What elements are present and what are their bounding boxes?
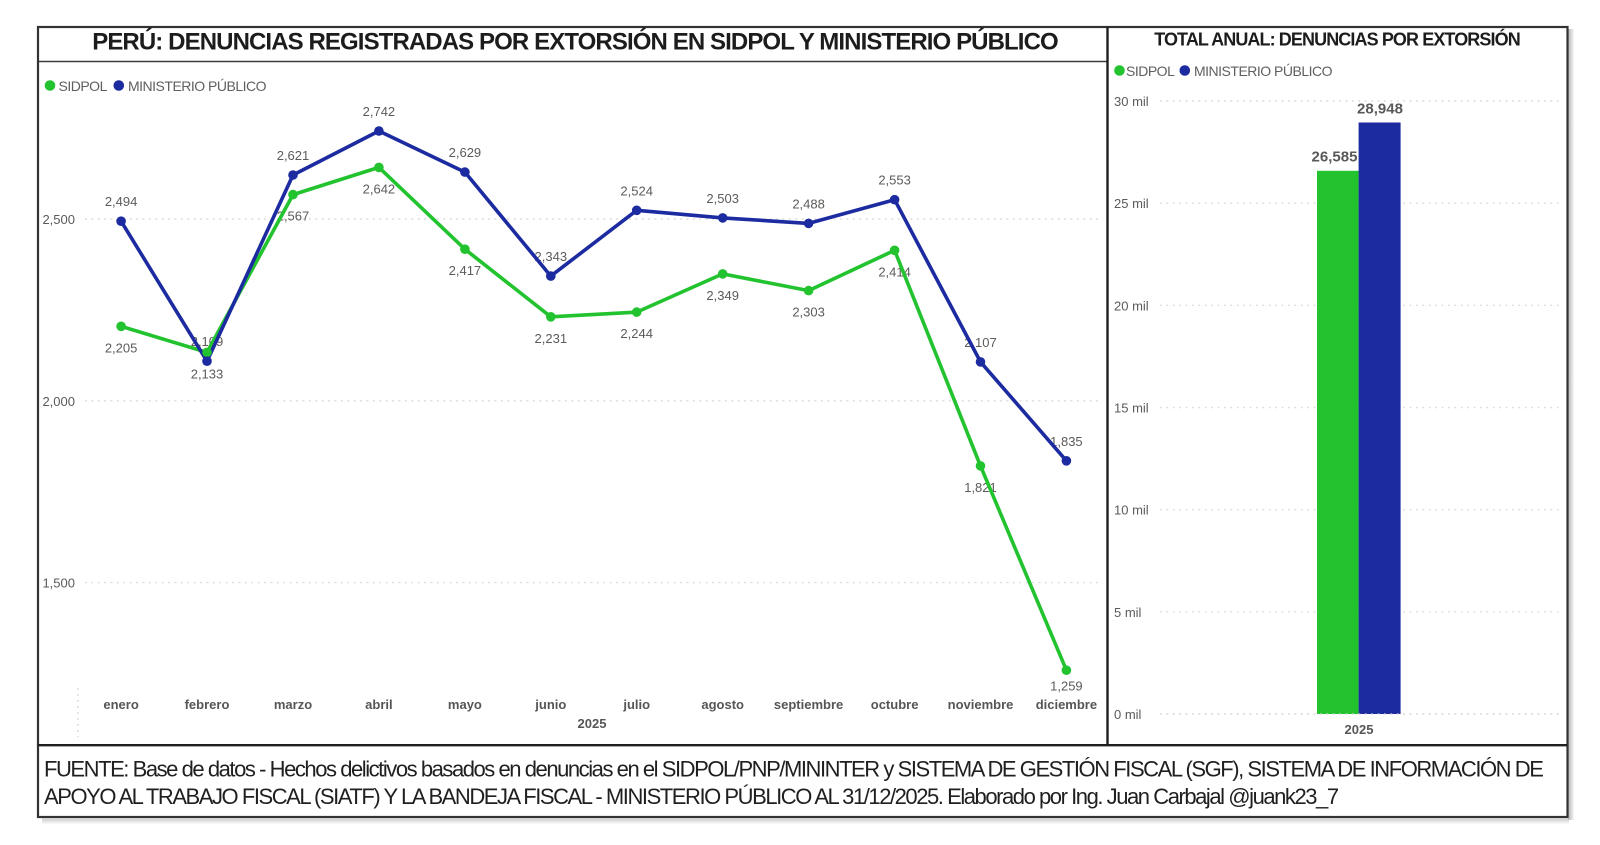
svg-text:febrero: febrero [185,697,230,712]
svg-text:2,244: 2,244 [620,326,653,341]
svg-text:octubre: octubre [871,697,919,712]
svg-text:2,349: 2,349 [706,288,739,303]
svg-text:2,303: 2,303 [792,305,825,320]
svg-text:2,205: 2,205 [105,340,138,355]
svg-text:2,488: 2,488 [792,196,825,211]
svg-text:diciembre: diciembre [1036,697,1097,712]
svg-text:mayo: mayo [448,697,482,712]
svg-text:SIDPOL: SIDPOL [1126,63,1175,79]
svg-text:25 mil: 25 mil [1114,196,1149,211]
svg-text:2025: 2025 [1345,722,1374,737]
svg-text:MINISTERIO PÚBLICO: MINISTERIO PÚBLICO [1194,63,1333,79]
svg-text:30 mil: 30 mil [1114,94,1149,109]
svg-text:1,259: 1,259 [1050,679,1083,694]
svg-text:2,642: 2,642 [363,181,396,196]
svg-text:FUENTE: Base de datos - Hechos: FUENTE: Base de datos - Hechos delictivo… [44,757,1543,782]
svg-text:septiembre: septiembre [774,697,843,712]
svg-text:2,500: 2,500 [42,212,75,227]
svg-text:2,742: 2,742 [363,104,396,119]
svg-text:2,417: 2,417 [449,263,482,278]
svg-text:20 mil: 20 mil [1114,298,1149,313]
svg-text:0 mil: 0 mil [1114,707,1142,722]
svg-text:SIDPOL: SIDPOL [59,78,108,94]
svg-text:26,585: 26,585 [1312,148,1358,165]
svg-text:junio: junio [534,697,566,712]
svg-text:28,948: 28,948 [1357,101,1403,118]
svg-text:2,231: 2,231 [535,331,568,346]
svg-text:marzo: marzo [274,697,312,712]
svg-text:agosto: agosto [701,697,744,712]
svg-text:1,500: 1,500 [42,576,75,591]
svg-text:TOTAL ANUAL: DENUNCIAS POR EXT: TOTAL ANUAL: DENUNCIAS POR EXTORSIÓN [1154,29,1520,50]
svg-text:APOYO AL TRABAJO FISCAL (SIATF: APOYO AL TRABAJO FISCAL (SIATF) Y LA BAN… [44,784,1339,809]
svg-text:2,629: 2,629 [449,145,482,160]
svg-text:MINISTERIO PÚBLICO: MINISTERIO PÚBLICO [128,78,267,94]
svg-text:2,133: 2,133 [191,366,224,381]
svg-text:5 mil: 5 mil [1114,605,1142,620]
svg-text:2025: 2025 [578,716,607,731]
svg-text:PERÚ: DENUNCIAS REGISTRADAS PO: PERÚ: DENUNCIAS REGISTRADAS POR EXTORSIÓ… [92,28,1058,56]
svg-text:10 mil: 10 mil [1114,503,1149,518]
svg-text:2,553: 2,553 [878,173,911,188]
svg-text:15 mil: 15 mil [1114,401,1149,416]
svg-text:2,621: 2,621 [277,148,310,163]
svg-text:julio: julio [622,697,650,712]
svg-text:2,494: 2,494 [105,194,138,209]
svg-text:2,343: 2,343 [535,249,568,264]
svg-text:1,835: 1,835 [1050,434,1083,449]
svg-text:2,503: 2,503 [706,191,739,206]
svg-text:enero: enero [103,697,138,712]
svg-text:noviembre: noviembre [948,697,1014,712]
svg-text:2,000: 2,000 [42,394,75,409]
svg-text:abril: abril [365,697,392,712]
svg-text:2,524: 2,524 [620,183,653,198]
